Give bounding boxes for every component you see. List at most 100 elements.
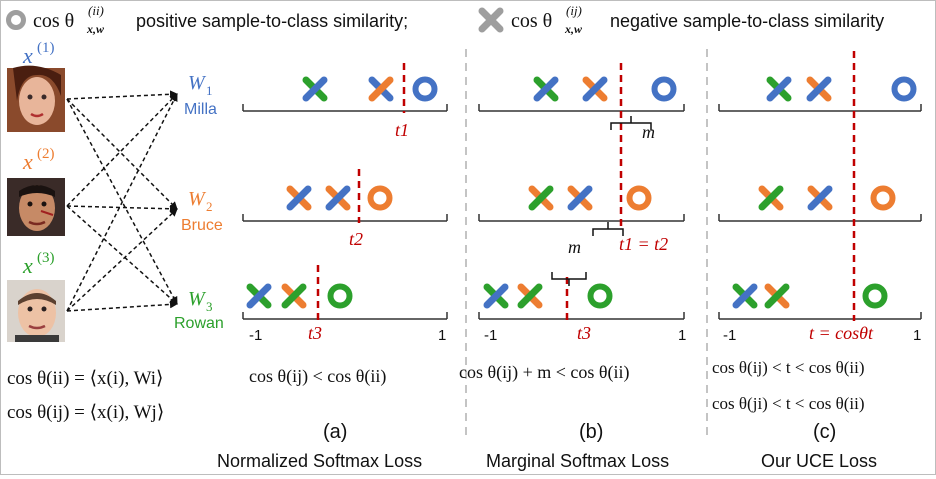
panels xyxy=(242,51,922,321)
panel-b-t3-label: t3 xyxy=(577,323,591,343)
sample-photo-1 xyxy=(7,65,65,132)
class-labels: W 1 Milla W 2 Bruce W 3 Rowan xyxy=(174,72,224,332)
panel-c-axis-w3 xyxy=(718,312,922,320)
panel-a-axis-max: 1 xyxy=(438,327,446,344)
class-label-2-name: Bruce xyxy=(181,217,223,234)
panel-c-w3-negative-orange xyxy=(764,283,790,309)
panel-a-w1-negative-green xyxy=(302,76,328,102)
panel-c-axis-max: 1 xyxy=(913,327,921,344)
panel-a-t3-label: t3 xyxy=(308,323,322,343)
panel-c-formula-2: cos θ(ji) < t < cos θ(ii) xyxy=(712,394,865,413)
panel-b-formula: cos θ(ij) + m < cos θ(ii) xyxy=(459,362,630,383)
panel-a-axis-min: -1 xyxy=(249,327,262,344)
arrow-sample1-to-class2 xyxy=(66,98,178,210)
panel-b-threshold-eq: t1 = t2 xyxy=(619,234,668,254)
panel-a-w2-negative-blue xyxy=(286,185,312,211)
panel-b-w2-negative-blue xyxy=(528,185,554,211)
panel-b-w1-margin-brace xyxy=(610,116,652,130)
panel-a-t2-label: t2 xyxy=(349,229,363,249)
definitions: cos θ(ii) = ⟨x(i), Wi⟩ cos θ(ij) = ⟨x(i)… xyxy=(7,368,164,423)
panel-a-w3-positive xyxy=(327,283,353,309)
panel-b-w2-negative-green xyxy=(567,185,593,211)
panel-c-formula-1: cos θ(ij) < t < cos θ(ii) xyxy=(712,358,865,377)
sample-label-1-sup: (1) xyxy=(37,40,55,56)
panel-a-axis-w2 xyxy=(242,214,448,222)
panel-b-axis-max: 1 xyxy=(678,327,686,344)
class-label-2-w: W xyxy=(188,188,207,210)
legend: cos θ (ii) x,w positive sample-to-class … xyxy=(6,3,884,36)
panel-c-axis-w2 xyxy=(718,214,922,222)
panel-c-w3-positive xyxy=(862,283,888,309)
legend-negative-sub: x,w xyxy=(564,22,583,36)
class-label-2-sub: 2 xyxy=(206,199,213,214)
panel-a-title: Normalized Softmax Loss xyxy=(217,451,422,471)
panel-a-w1-positive xyxy=(412,76,438,102)
panel-a-text: t1 t2 t3 -1 1 cos θ(ij) < cos θ(ii) (a) … xyxy=(217,120,446,471)
panel-a-w2-positive xyxy=(367,185,393,211)
panel-c-text: -1 1 t = cosθt cos θ(ij) < t < cos θ(ii)… xyxy=(712,323,921,471)
panel-c-w1-negative-green xyxy=(766,76,792,102)
panel-b-margin-label-top: m xyxy=(642,122,655,142)
class-label-1-sub: 1 xyxy=(206,83,213,98)
panel-b-w1-negative-orange xyxy=(582,76,608,102)
class-label-3-w: W xyxy=(188,288,207,310)
sample-label-3: x xyxy=(22,253,33,278)
panel-a-w3-negative-orange xyxy=(281,283,307,309)
sample-label-2-sup: (2) xyxy=(37,146,55,162)
arrow-sample2-to-class2 xyxy=(66,204,178,213)
panel-a-t1-label: t1 xyxy=(395,120,409,140)
sample-label-1: x xyxy=(22,43,33,68)
arrow-sample1-to-class1 xyxy=(66,90,178,100)
panel-c-w3-negative-blue xyxy=(732,283,758,309)
legend-negative-sup: (ij) xyxy=(566,3,582,18)
arrow-sample3-to-class2 xyxy=(66,208,178,312)
sample-to-class-arrows xyxy=(66,90,178,312)
arrow-sample2-to-class1 xyxy=(66,93,178,207)
legend-positive-symbol: cos θ xyxy=(33,10,74,32)
panel-c-axis-w1 xyxy=(718,104,922,112)
panel-a-formula: cos θ(ij) < cos θ(ii) xyxy=(249,366,386,387)
legend-negative-cross-icon xyxy=(478,7,504,33)
panel-c-w2-positive xyxy=(870,185,896,211)
panel-b-axis-w2 xyxy=(478,214,685,222)
panel-b-w3-margin-brace xyxy=(551,272,587,286)
legend-positive-sub: x,w xyxy=(86,22,105,36)
panel-b-letter: (b) xyxy=(579,421,603,443)
panel-b-w1-positive xyxy=(651,76,677,102)
panel-c-letter: (c) xyxy=(813,421,836,443)
arrow-sample3-to-class1 xyxy=(66,93,178,312)
panel-b-w2-positive xyxy=(626,185,652,211)
legend-positive-ring-icon xyxy=(6,10,26,30)
legend-positive-sup: (ii) xyxy=(88,3,104,18)
sample-photo-2 xyxy=(7,178,65,236)
panel-b-margin-label-mid: m xyxy=(568,237,581,257)
sample-label-2: x xyxy=(22,149,33,174)
panel-b-axis-min: -1 xyxy=(484,327,497,344)
class-label-3-sub: 3 xyxy=(206,299,213,314)
arrow-sample1-to-class3 xyxy=(66,98,178,305)
panel-c-threshold-eq: t = cosθt xyxy=(809,323,874,343)
panel-b-w3-negative-blue xyxy=(483,283,509,309)
panel-b-w1-negative-green xyxy=(533,76,559,102)
panel-b-title: Marginal Softmax Loss xyxy=(486,451,669,471)
class-label-1-name: Milla xyxy=(184,101,217,118)
panel-c-w1-negative-orange xyxy=(806,76,832,102)
panel-a-letter: (a) xyxy=(323,421,347,443)
legend-negative-text: negative sample-to-class similarity xyxy=(610,11,884,31)
class-label-1-w: W xyxy=(188,72,207,94)
panel-b-w3-positive xyxy=(587,283,613,309)
panel-b-w2-margin-brace xyxy=(592,222,624,236)
class-label-3-name: Rowan xyxy=(174,315,224,332)
legend-negative-symbol: cos θ xyxy=(511,10,552,32)
sample-labels: x (1) x (2) x (3) xyxy=(22,40,55,278)
panel-a-w3-negative-blue xyxy=(246,283,272,309)
panel-b-axis-w3 xyxy=(478,312,685,320)
sample-photo-3 xyxy=(7,280,65,342)
panel-b-w3-negative-orange xyxy=(517,283,543,309)
sample-label-3-sup: (3) xyxy=(37,250,55,266)
panel-a-w1-negative-orange xyxy=(368,76,394,102)
panel-a-axis-w1 xyxy=(242,104,448,112)
definition-positive: cos θ(ii) = ⟨x(i), Wi⟩ xyxy=(7,368,163,389)
